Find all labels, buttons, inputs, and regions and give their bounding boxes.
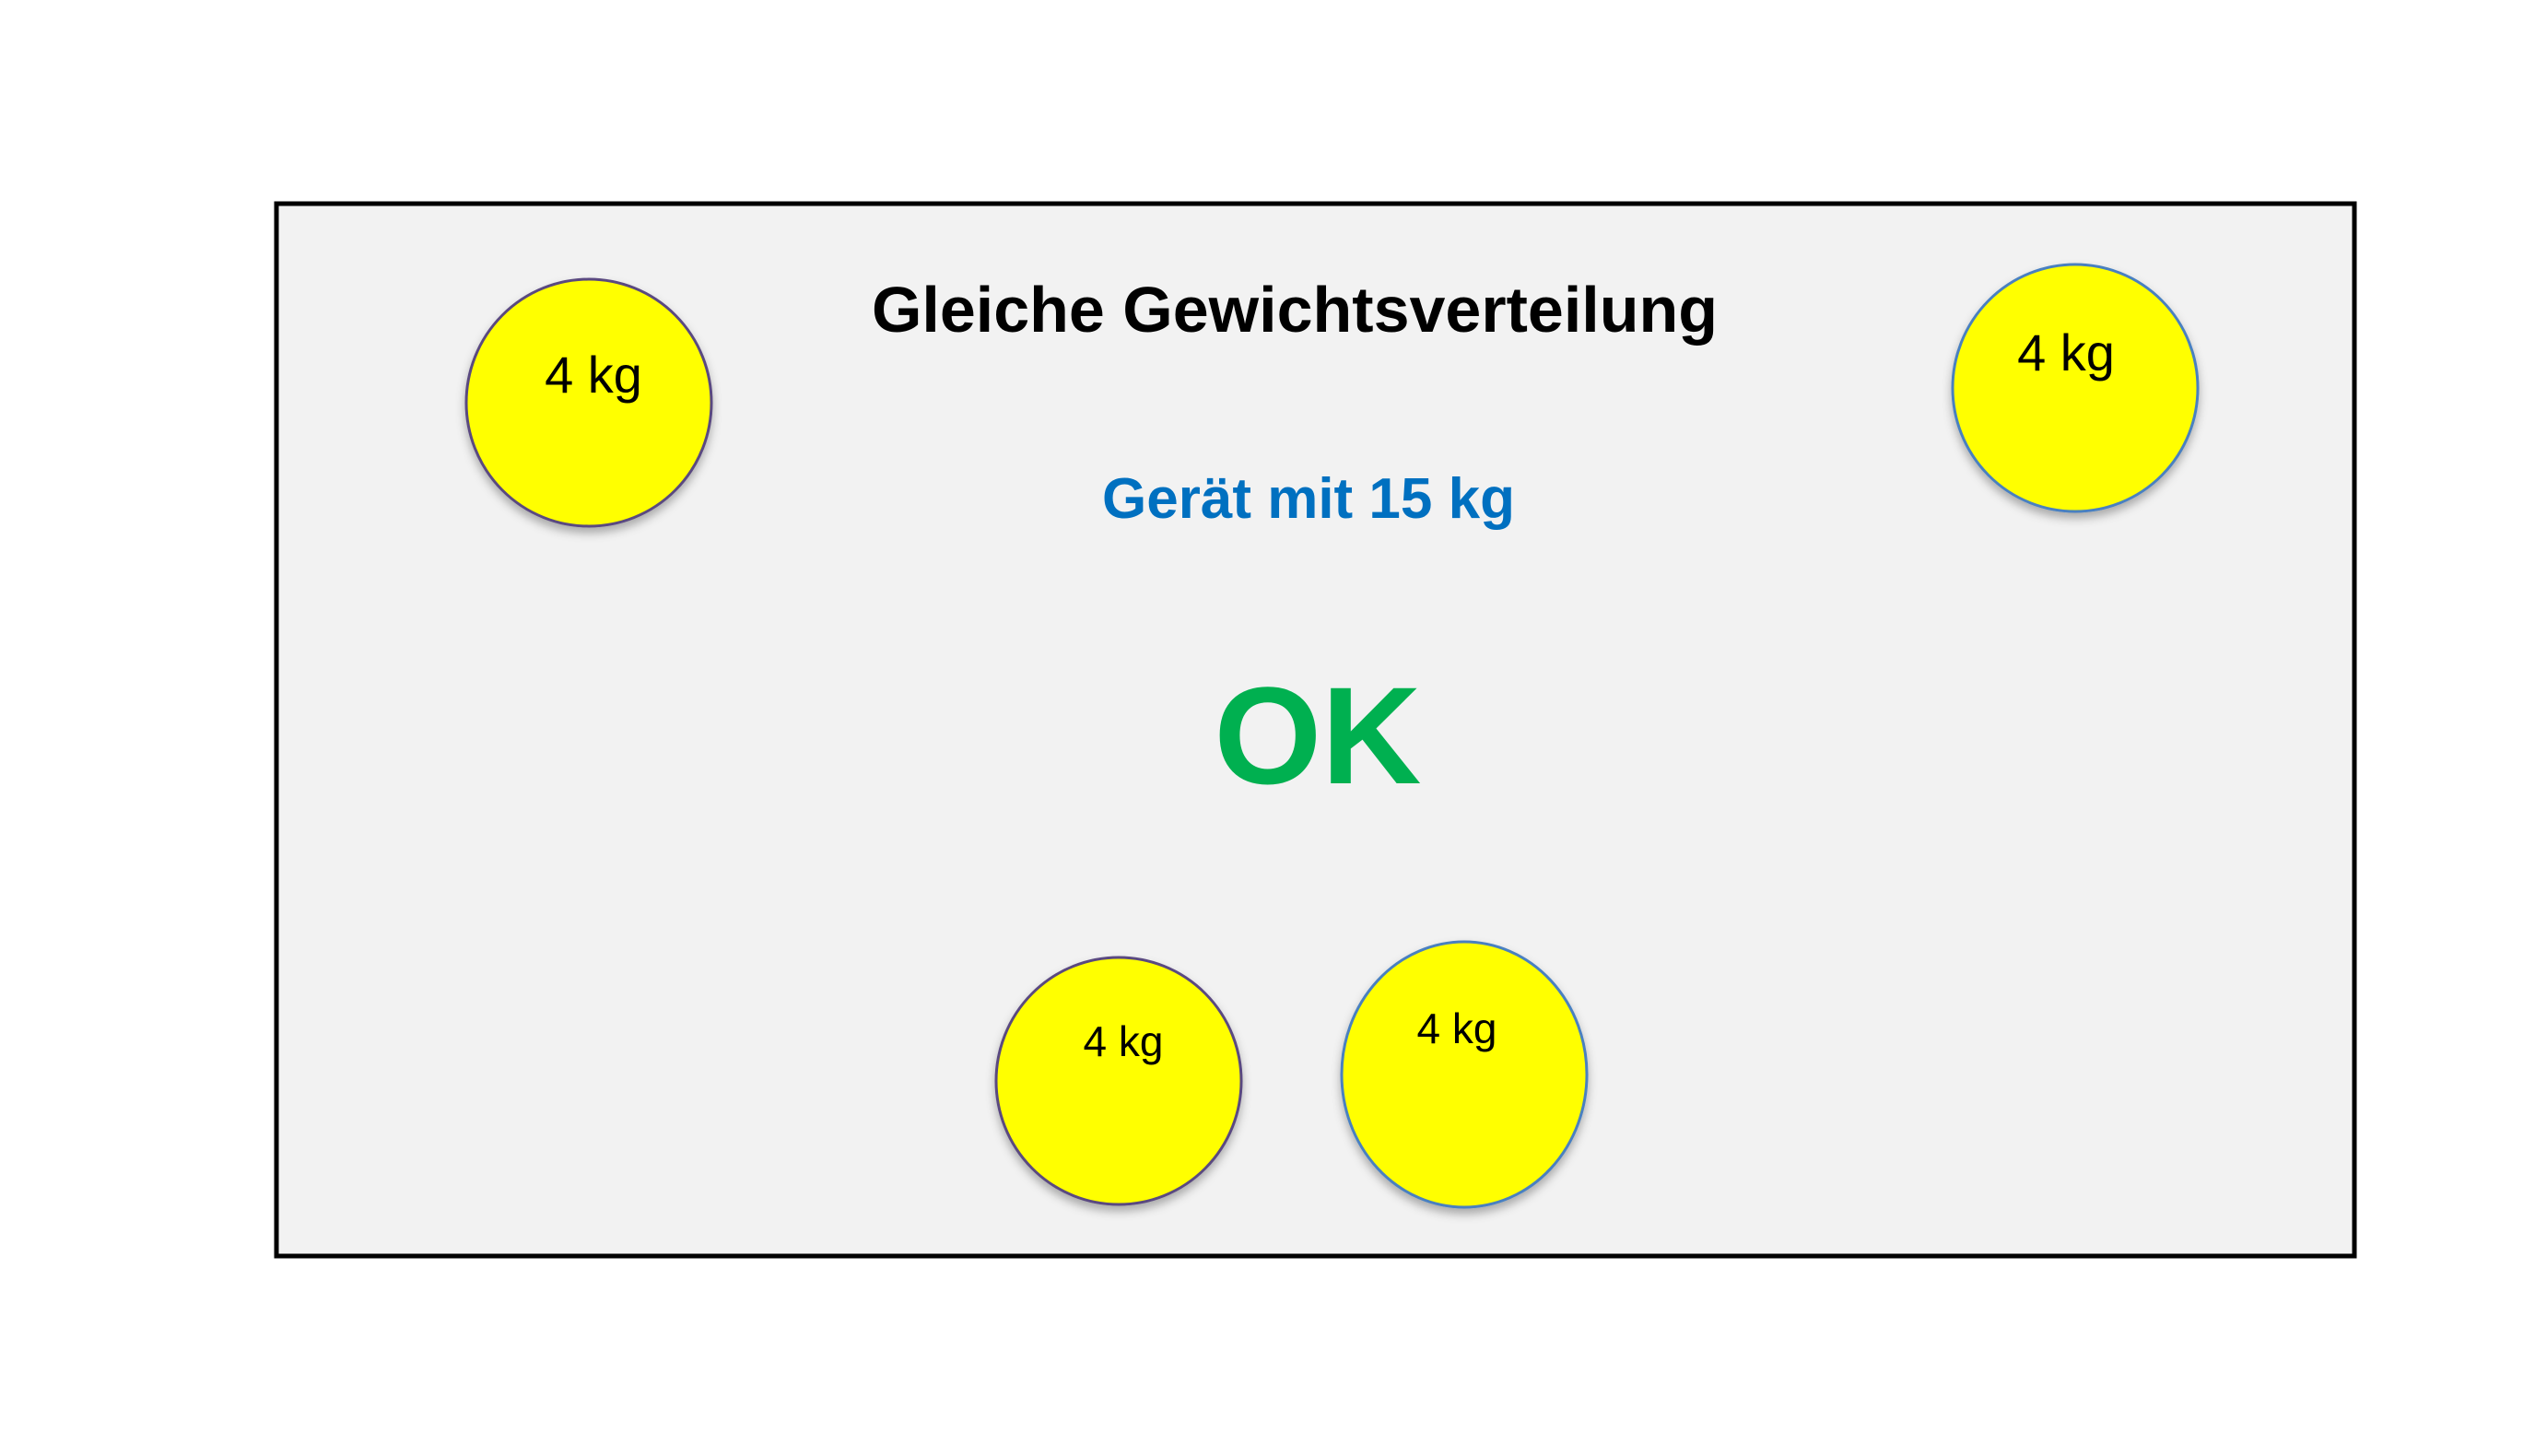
- weight-label: 4 kg: [1417, 1004, 1497, 1052]
- weight-top-right: 4 kg: [1951, 263, 2200, 513]
- device-weight-label: Gerät mit 15 kg: [1102, 467, 1515, 531]
- weight-label: 4 kg: [2017, 323, 2115, 382]
- weight-label: 4 kg: [1084, 1017, 1164, 1065]
- status-ok: OK: [1215, 658, 1422, 813]
- weight-label: 4 kg: [545, 346, 642, 404]
- weight-top-left: 4 kg: [464, 277, 713, 528]
- weight-bottom-right: 4 kg: [1340, 940, 1589, 1209]
- diagram-title: Gleiche Gewichtsverteilung: [872, 274, 1718, 346]
- weight-bottom-left: 4 kg: [994, 956, 1243, 1206]
